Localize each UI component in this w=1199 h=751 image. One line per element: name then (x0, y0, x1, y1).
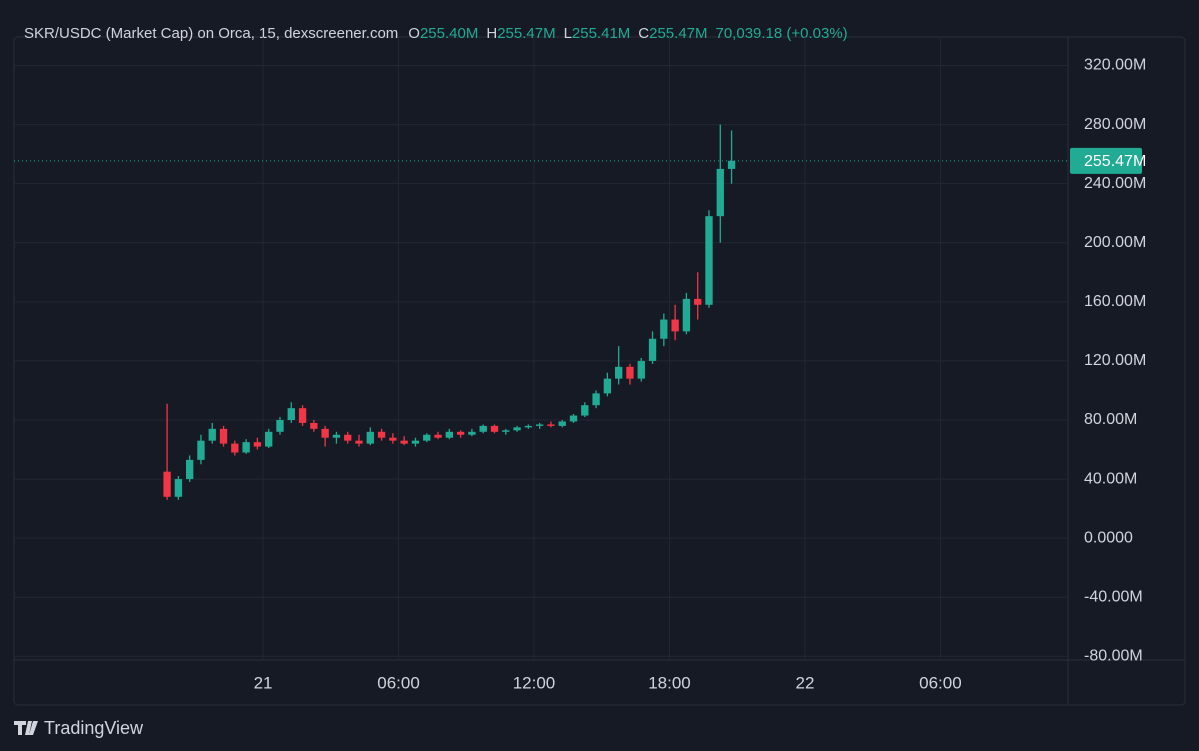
candle-body (265, 431, 273, 447)
candle-body (344, 434, 352, 441)
candle-body (366, 431, 374, 444)
candle-body (355, 440, 363, 444)
x-tick-label: 06:00 (377, 673, 420, 692)
candle-body (185, 459, 194, 480)
candle-body (276, 419, 284, 432)
candle-body (535, 424, 544, 426)
candle-body (727, 160, 736, 169)
logo: TradingView (14, 718, 144, 738)
frame (13, 36, 1186, 706)
candle-body (603, 378, 612, 394)
brand: TradingView (44, 718, 144, 738)
y-tick-label: 80.00M (1084, 411, 1137, 428)
x-tick-label: 21 (254, 673, 273, 692)
candle-body (705, 216, 713, 305)
candle-body (648, 338, 657, 361)
logo-icon (14, 721, 38, 735)
y-tick-label: 320.00M (1084, 57, 1146, 74)
candle-body (456, 431, 465, 435)
candle-body (682, 298, 691, 332)
candle-body (547, 424, 555, 426)
candle-body (637, 360, 645, 379)
candle-body (524, 425, 533, 428)
candle-body (716, 168, 724, 217)
candle-body (434, 434, 442, 438)
y-tick-label: -40.00M (1084, 588, 1143, 605)
x-tick-label: 06:00 (919, 673, 962, 692)
candle-body (626, 366, 634, 379)
ohlc-value: 255.47M (497, 25, 555, 42)
candle-body (310, 422, 318, 429)
candle-body (332, 434, 341, 438)
y-tick-label: 280.00M (1084, 116, 1146, 133)
last-price-box (1070, 147, 1142, 174)
candle-body (502, 430, 510, 432)
y-tick-label: 240.00M (1084, 175, 1146, 192)
candle-body (298, 408, 307, 423)
candle-body (411, 440, 420, 444)
candle-body (445, 431, 453, 438)
x-tick-label: 12:00 (513, 673, 556, 692)
last-price-label: 255.47M (1084, 153, 1146, 170)
x-tick-label: 18:00 (648, 673, 691, 692)
change: 70,039.18 (+0.03%) (716, 25, 848, 42)
candle-body (400, 440, 408, 444)
candle-body (660, 319, 668, 339)
y-tick-label: 200.00M (1084, 234, 1146, 251)
ohlc-line: SKR/USDC (Market Cap) on Orca, 15, dexsc… (24, 25, 848, 42)
candle-body (569, 415, 578, 422)
candle-body (242, 442, 250, 453)
y-tick-label: 120.00M (1084, 352, 1146, 369)
y-tick-label: -80.00M (1084, 648, 1143, 665)
y-tick-label: 160.00M (1084, 293, 1146, 310)
ohlc-value: 255.40M (420, 25, 478, 42)
candle-body (490, 425, 499, 432)
chart-title: SKR/USDC (Market Cap) on Orca, 15, dexsc… (24, 25, 398, 42)
candle-body (468, 431, 476, 435)
candle-body (287, 408, 295, 420)
ohlc-label: C (638, 25, 649, 42)
candle-body (197, 440, 205, 460)
candle-body (219, 428, 228, 444)
candle-body (253, 442, 262, 447)
candle-body (558, 421, 566, 426)
ohlc-label: H (486, 25, 497, 42)
candle-body (231, 443, 239, 453)
candle-body (581, 405, 589, 416)
ohlc-value: 255.47M (649, 25, 707, 42)
candle-body (321, 428, 329, 438)
candle-body (615, 366, 623, 379)
candle-body (479, 425, 487, 432)
y-tick-label: 0.0000 (1084, 529, 1133, 546)
candle-body (163, 471, 171, 497)
x-tick-label: 22 (795, 673, 814, 692)
ohlc-label: L (564, 25, 572, 42)
candle-body (513, 427, 521, 431)
ohlc-value: 255.41M (572, 25, 630, 42)
candle-body (377, 431, 386, 438)
header: SKR/USDC (Market Cap) on Orca, 15, dexsc… (24, 25, 848, 42)
candle-body (174, 479, 183, 497)
candle-body (592, 393, 600, 406)
candle-body (671, 319, 679, 332)
y-tick-label: 40.00M (1084, 470, 1137, 487)
candle-body (389, 437, 397, 441)
ohlc-label: O (408, 25, 420, 42)
candle-body (208, 428, 216, 441)
candle-body (694, 298, 702, 305)
candle-body (423, 434, 431, 441)
